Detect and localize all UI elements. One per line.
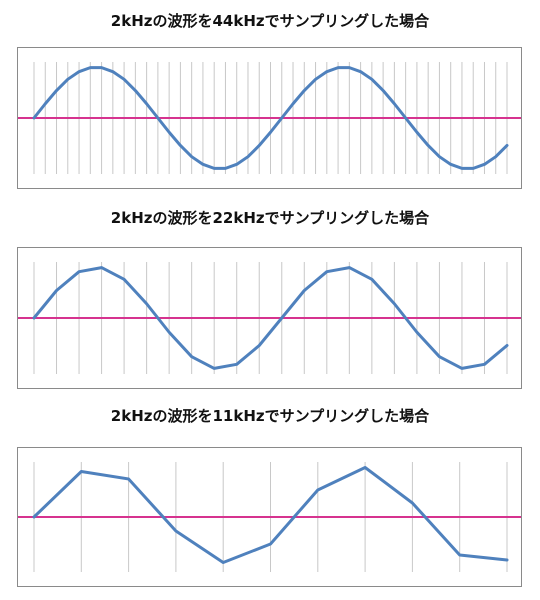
sampling-panel-44khz: 2kHzの波形を44kHzでサンプリングした場合 bbox=[0, 0, 540, 200]
plot-frame bbox=[17, 247, 522, 389]
sampling-panel-22khz: 2kHzの波形を22kHzでサンプリングした場合 bbox=[0, 197, 540, 397]
chart-title: 2kHzの波形を22kHzでサンプリングした場合 bbox=[110, 209, 430, 227]
chart-title: 2kHzの波形を11kHzでサンプリングした場合 bbox=[110, 407, 430, 425]
waveform-plot bbox=[18, 62, 521, 174]
waveform-plot bbox=[18, 262, 521, 374]
plot-frame bbox=[17, 447, 522, 587]
chart-title: 2kHzの波形を44kHzでサンプリングした場合 bbox=[110, 12, 430, 30]
waveform-plot bbox=[18, 462, 521, 572]
waveform-series bbox=[32, 266, 509, 370]
sampling-panel-11khz: 2kHzの波形を11kHzでサンプリングした場合 bbox=[0, 395, 540, 595]
plot-frame bbox=[17, 47, 522, 189]
